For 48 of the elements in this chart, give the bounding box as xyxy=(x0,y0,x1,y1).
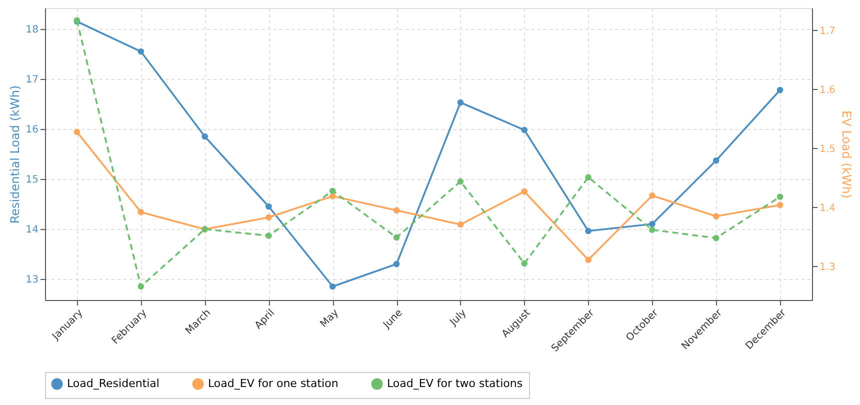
point xyxy=(393,207,400,214)
point xyxy=(329,188,336,194)
y2-tick-label: 1.5 xyxy=(820,144,836,155)
point xyxy=(521,188,528,195)
point xyxy=(457,178,464,185)
point xyxy=(776,202,784,208)
point xyxy=(329,283,336,290)
point xyxy=(649,220,656,228)
point xyxy=(649,192,656,199)
y2-tick-label: 1.3 xyxy=(820,262,836,273)
point xyxy=(585,256,592,264)
y2-axis-title: EV Load (kWh) xyxy=(839,110,854,198)
point xyxy=(776,86,784,94)
point xyxy=(202,133,208,140)
point xyxy=(138,208,144,216)
point xyxy=(521,260,528,267)
y-tick-label: 16 xyxy=(26,124,38,136)
point xyxy=(138,48,144,55)
point xyxy=(393,260,400,268)
point xyxy=(393,234,400,241)
y-axis-title: Residential Load (kWh) xyxy=(8,85,22,224)
legend-label: Load_Residential xyxy=(67,377,160,390)
point xyxy=(138,283,144,290)
y2-tick-label: 1.7 xyxy=(820,26,836,37)
point xyxy=(585,228,592,234)
point xyxy=(74,128,80,136)
point xyxy=(266,232,272,239)
y-tick-label: 13 xyxy=(26,274,38,286)
legend-label: Load_EV for one station xyxy=(208,377,338,390)
point xyxy=(521,126,528,134)
y-tick-label: 17 xyxy=(26,74,38,86)
point xyxy=(266,203,272,210)
point xyxy=(585,174,592,180)
point xyxy=(457,99,464,106)
y-tick-label: 15 xyxy=(26,174,38,186)
point xyxy=(712,234,720,242)
y-tick-label: 14 xyxy=(26,224,38,236)
point xyxy=(712,213,720,220)
point xyxy=(266,214,272,221)
point xyxy=(776,194,784,200)
legend-label: Load_EV for two stations xyxy=(387,377,523,390)
y2-tick-label: 1.4 xyxy=(820,202,836,214)
y-tick-label: 18 xyxy=(26,24,38,36)
point xyxy=(712,157,720,164)
y2-tick-label: 1.6 xyxy=(820,84,836,96)
point xyxy=(649,226,656,233)
point xyxy=(329,193,336,200)
point xyxy=(457,221,464,228)
